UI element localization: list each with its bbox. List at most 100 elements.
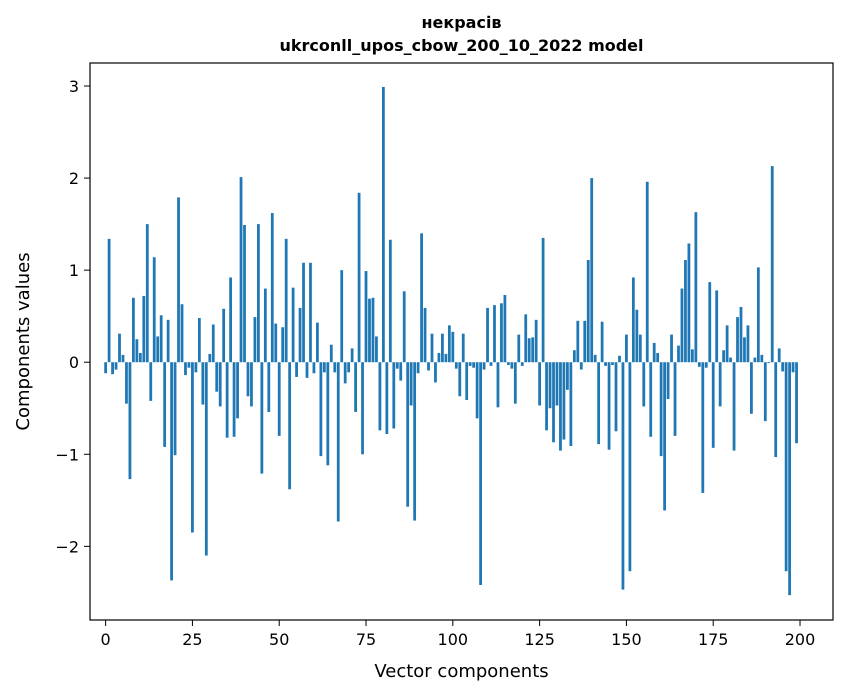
bar-156 xyxy=(645,181,649,363)
bar-53 xyxy=(288,362,292,490)
bar-166 xyxy=(680,288,684,363)
bar-85 xyxy=(399,362,403,381)
bar-61 xyxy=(316,322,319,363)
bar-187 xyxy=(753,357,757,363)
bar-153 xyxy=(635,309,639,363)
bar-117 xyxy=(510,362,514,369)
y-axis-label: Components values xyxy=(13,252,34,430)
bar-23 xyxy=(184,362,187,376)
bar-25 xyxy=(191,362,194,533)
bar-164 xyxy=(673,362,677,436)
bar-133 xyxy=(566,362,569,390)
bar-123 xyxy=(531,337,535,363)
bar-75 xyxy=(364,271,368,363)
bar-175 xyxy=(711,362,715,448)
bar-185 xyxy=(746,325,750,363)
y-tick-label: 1 xyxy=(69,261,79,280)
bar-147 xyxy=(614,362,618,432)
bar-65 xyxy=(329,344,333,363)
bar-183 xyxy=(739,306,743,363)
bar-18 xyxy=(166,319,170,363)
bar-94 xyxy=(430,333,434,363)
bar-57 xyxy=(302,262,305,363)
bar-91 xyxy=(420,233,423,363)
bar-180 xyxy=(729,357,732,363)
bar-26 xyxy=(194,362,198,373)
bar-48 xyxy=(270,213,274,363)
bar-60 xyxy=(312,362,316,374)
bar-112 xyxy=(493,305,496,363)
bar-149 xyxy=(621,362,625,590)
bar-139 xyxy=(586,260,590,363)
bar-72 xyxy=(354,362,357,412)
bar-80 xyxy=(381,86,385,363)
bar-89 xyxy=(413,362,417,521)
bar-108 xyxy=(479,362,482,586)
bar-116 xyxy=(506,362,510,365)
bar-190 xyxy=(763,362,767,422)
x-tick-label: 25 xyxy=(182,630,202,649)
bar-101 xyxy=(454,362,458,369)
y-tick-label: 0 xyxy=(69,353,79,372)
bar-189 xyxy=(760,354,764,363)
bar-182 xyxy=(736,317,739,363)
bar-143 xyxy=(600,321,604,363)
bar-41 xyxy=(246,362,250,397)
bar-6 xyxy=(125,362,128,404)
bar-76 xyxy=(368,298,371,363)
bar-74 xyxy=(361,362,364,455)
bar-152 xyxy=(631,277,635,363)
plot-frame xyxy=(89,62,834,621)
bar-68 xyxy=(340,270,344,363)
bar-37 xyxy=(232,362,236,437)
bar-62 xyxy=(319,362,323,457)
y-tick-label: −1 xyxy=(55,445,79,464)
bar-197 xyxy=(788,362,791,596)
bar-109 xyxy=(482,362,486,370)
bar-56 xyxy=(298,307,302,363)
bar-129 xyxy=(552,362,555,443)
bar-78 xyxy=(375,336,378,363)
bar-159 xyxy=(656,353,660,363)
bar-16 xyxy=(159,315,163,363)
bar-10 xyxy=(138,353,142,363)
bar-64 xyxy=(326,362,330,466)
bar-120 xyxy=(520,362,524,366)
bar-69 xyxy=(343,362,347,384)
bar-130 xyxy=(555,362,559,406)
bar-83 xyxy=(392,362,396,429)
bar-136 xyxy=(576,320,580,363)
bar-135 xyxy=(572,350,576,363)
bar-3 xyxy=(114,362,118,370)
bar-131 xyxy=(559,362,562,451)
bar-103 xyxy=(461,333,465,363)
bar-13 xyxy=(149,362,153,401)
bar-46 xyxy=(263,288,267,363)
bar-22 xyxy=(180,304,184,363)
y-tick-label: −2 xyxy=(55,537,79,556)
bar-146 xyxy=(611,362,614,365)
bar-186 xyxy=(750,362,753,414)
bar-181 xyxy=(732,362,736,451)
bar-5 xyxy=(121,354,125,363)
y-tick-label: 3 xyxy=(69,77,79,96)
bar-4 xyxy=(118,333,121,363)
bar-142 xyxy=(597,362,601,445)
bar-87 xyxy=(406,362,410,507)
bar-32 xyxy=(215,362,219,392)
bar-126 xyxy=(541,237,545,363)
bar-95 xyxy=(434,362,437,383)
bar-73 xyxy=(357,192,361,363)
bar-141 xyxy=(593,354,597,363)
bar-36 xyxy=(229,277,233,363)
bar-71 xyxy=(350,348,354,363)
bar-96 xyxy=(437,353,441,363)
bar-178 xyxy=(722,350,726,363)
bar-100 xyxy=(451,331,455,363)
bar-15 xyxy=(156,336,160,363)
bar-115 xyxy=(503,295,507,363)
bar-39 xyxy=(239,177,243,363)
bar-42 xyxy=(250,362,253,407)
bar-40 xyxy=(243,225,246,363)
